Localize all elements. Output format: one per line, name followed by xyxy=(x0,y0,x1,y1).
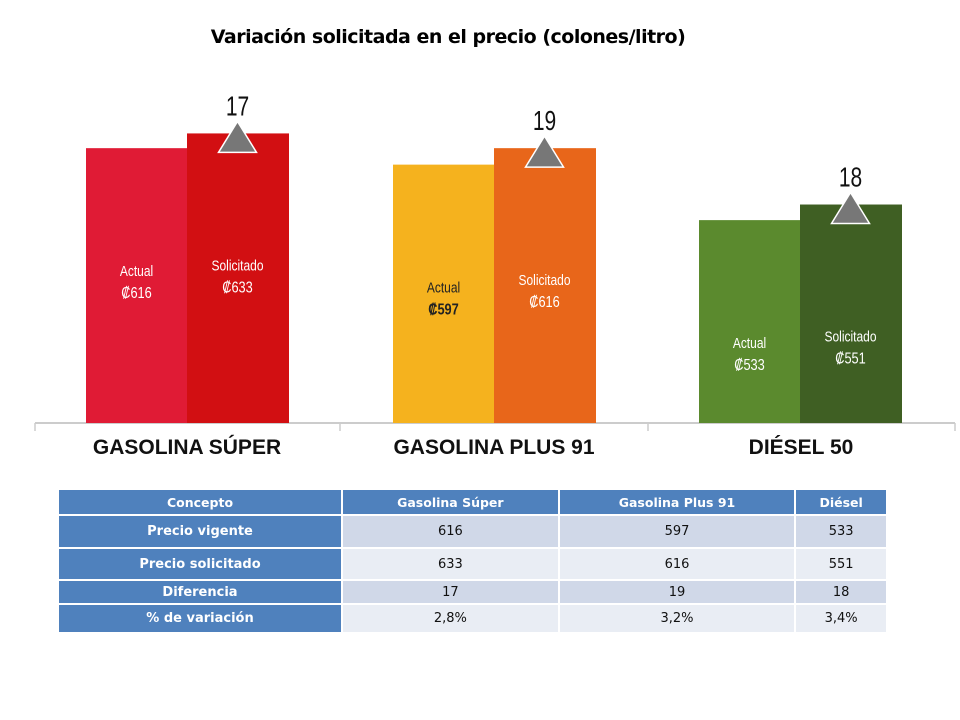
cell: 2,8% xyxy=(343,605,558,632)
bar-value-label: ₡597 xyxy=(428,301,459,319)
chart-title: Variación solicitada en el precio (colon… xyxy=(210,26,686,48)
cell: 533 xyxy=(796,516,886,547)
table-row: Precio solicitado 633 616 551 xyxy=(59,549,886,579)
cell: 616 xyxy=(559,549,795,579)
bar-actual xyxy=(699,220,800,423)
bar-solicitado xyxy=(800,204,902,423)
cell: 3,4% xyxy=(796,605,886,632)
increase-triangle-icon xyxy=(524,134,565,168)
difference-label: 18 xyxy=(839,163,862,194)
increase-triangle-icon xyxy=(217,119,258,154)
category-label-diesel: DIÉSEL 50 xyxy=(748,436,854,459)
bar-series-label: Actual xyxy=(427,279,460,296)
bar-actual xyxy=(86,148,187,423)
bar-chart: Actual ₡616 Solicitado ₡633 17 Actual ₡597 Soli… xyxy=(34,92,956,431)
price-table: Concepto Gasolina Súper Gasolina Plus 91… xyxy=(57,488,888,634)
header-concepto: Concepto xyxy=(59,490,341,514)
bar-series-label: Actual xyxy=(733,335,766,352)
bar-series-label: Actual xyxy=(120,263,153,280)
row-label: Precio vigente xyxy=(59,516,341,547)
bar-value-label: ₡551 xyxy=(835,350,866,368)
difference-label: 19 xyxy=(533,106,556,137)
bar-value-label: ₡533 xyxy=(734,357,765,375)
category-label-super: GASOLINA SÚPER xyxy=(92,436,282,459)
bar-value-label: ₡616 xyxy=(121,285,152,303)
bar-series-label: Solicitado xyxy=(824,328,876,345)
bar-value-label: ₡616 xyxy=(529,294,560,312)
cell: 3,2% xyxy=(559,605,795,632)
cell: 19 xyxy=(559,581,795,603)
cell: 17 xyxy=(343,581,558,603)
bar-solicitado xyxy=(187,133,289,423)
row-label: Precio solicitado xyxy=(59,549,341,579)
row-label: % de variación xyxy=(59,605,341,632)
cell: 633 xyxy=(343,549,558,579)
bar-value-label: ₡633 xyxy=(222,279,253,297)
table-row: % de variación 2,8% 3,2% 3,4% xyxy=(59,605,886,632)
bar-series-label: Solicitado xyxy=(518,272,570,289)
cell: 551 xyxy=(796,549,886,579)
header-super: Gasolina Súper xyxy=(343,490,558,514)
cell: 616 xyxy=(343,516,558,547)
table-row: Precio vigente 616 597 533 xyxy=(59,516,886,547)
header-diesel: Diésel xyxy=(796,490,886,514)
bar-series-label: Solicitado xyxy=(211,257,263,274)
table-row: Diferencia 17 19 18 xyxy=(59,581,886,603)
cell: 18 xyxy=(796,581,886,603)
bar-solicitado xyxy=(494,148,596,423)
cell: 597 xyxy=(559,516,795,547)
difference-label: 17 xyxy=(226,92,249,123)
bar-actual xyxy=(393,164,494,423)
row-label: Diferencia xyxy=(59,581,341,603)
header-plus91: Gasolina Plus 91 xyxy=(559,490,795,514)
increase-triangle-icon xyxy=(830,191,871,225)
category-label-plus91: GASOLINA PLUS 91 xyxy=(393,436,595,459)
